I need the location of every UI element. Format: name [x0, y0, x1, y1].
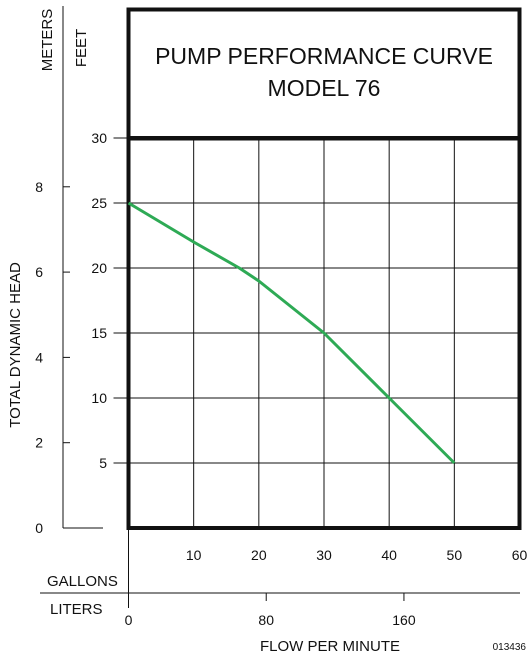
meters-ticks: 0 2 4 6 8 — [35, 179, 70, 536]
y-axis-title: TOTAL DYNAMIC HEAD — [7, 262, 24, 428]
feet-unit-label: FEET — [73, 29, 90, 67]
x-axis-title: FLOW PER MINUTE — [260, 638, 400, 655]
meters-tick-label: 6 — [35, 264, 43, 280]
gallons-tick-label: 60 — [512, 547, 528, 563]
liters-tick-label: 0 — [125, 612, 133, 628]
meters-unit-label: METERS — [39, 9, 56, 72]
liters-tick-label: 160 — [392, 612, 416, 628]
gallons-unit-label: GALLONS — [47, 573, 118, 590]
meters-tick-label: 4 — [35, 349, 43, 365]
chart-title-line1: PUMP PERFORMANCE CURVE — [155, 43, 493, 69]
grid-lines — [128, 138, 520, 528]
feet-tick-label: 20 — [91, 260, 107, 276]
gallons-ticks: 10 20 30 40 50 60 — [186, 547, 528, 563]
feet-ticks: 5 10 15 20 25 30 — [91, 130, 129, 471]
chart-title-line2: MODEL 76 — [268, 75, 381, 101]
title-box — [126, 7, 522, 141]
feet-tick-label: 30 — [91, 130, 107, 146]
figure-code: 013436 — [493, 642, 527, 653]
liters-ticks: 0 80 160 — [125, 593, 416, 628]
gallons-tick-label: 20 — [251, 547, 267, 563]
meters-tick-label: 2 — [35, 435, 43, 451]
feet-tick-label: 15 — [91, 325, 107, 341]
gallons-tick-label: 50 — [447, 547, 463, 563]
series-group — [127, 201, 456, 465]
feet-tick-label: 25 — [91, 195, 107, 211]
gallons-tick-label: 30 — [316, 547, 332, 563]
gallons-tick-label: 40 — [381, 547, 397, 563]
liters-tick-label: 80 — [258, 612, 274, 628]
meters-tick-label: 0 — [35, 520, 43, 536]
performance-curve — [127, 201, 456, 465]
feet-tick-label: 5 — [99, 455, 107, 471]
liters-unit-label: LITERS — [50, 601, 103, 618]
feet-tick-label: 10 — [91, 390, 107, 406]
gallons-tick-label: 10 — [186, 547, 202, 563]
meters-tick-label: 8 — [35, 179, 43, 195]
